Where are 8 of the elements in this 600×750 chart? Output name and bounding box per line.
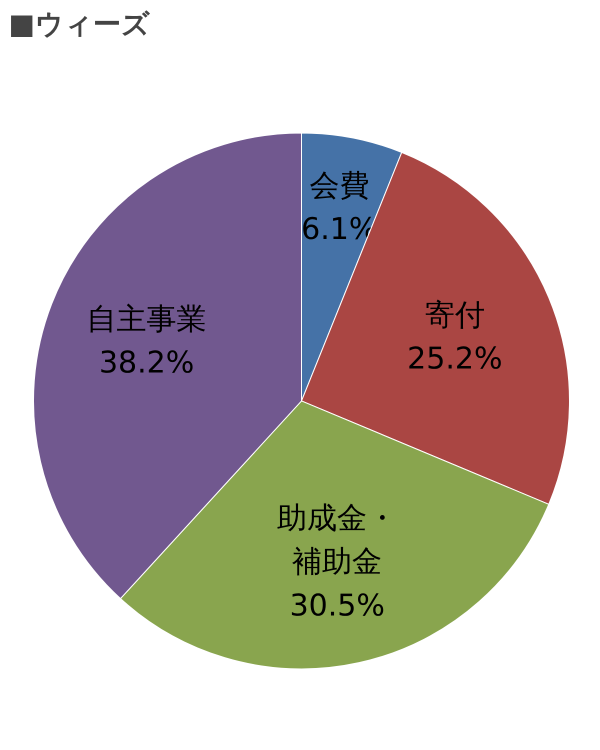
data-label: 38.2%	[98, 346, 194, 381]
chart-title: ■ウィーズ	[8, 8, 151, 40]
slice-label: 会費	[309, 168, 370, 204]
data-label: 30.5%	[290, 588, 385, 624]
slice-label: 寄付	[424, 298, 485, 333]
slice-label: 自主事業	[86, 302, 207, 337]
slice-label: 助成金・補助金	[277, 500, 398, 580]
data-label: 25.2%	[407, 342, 502, 377]
